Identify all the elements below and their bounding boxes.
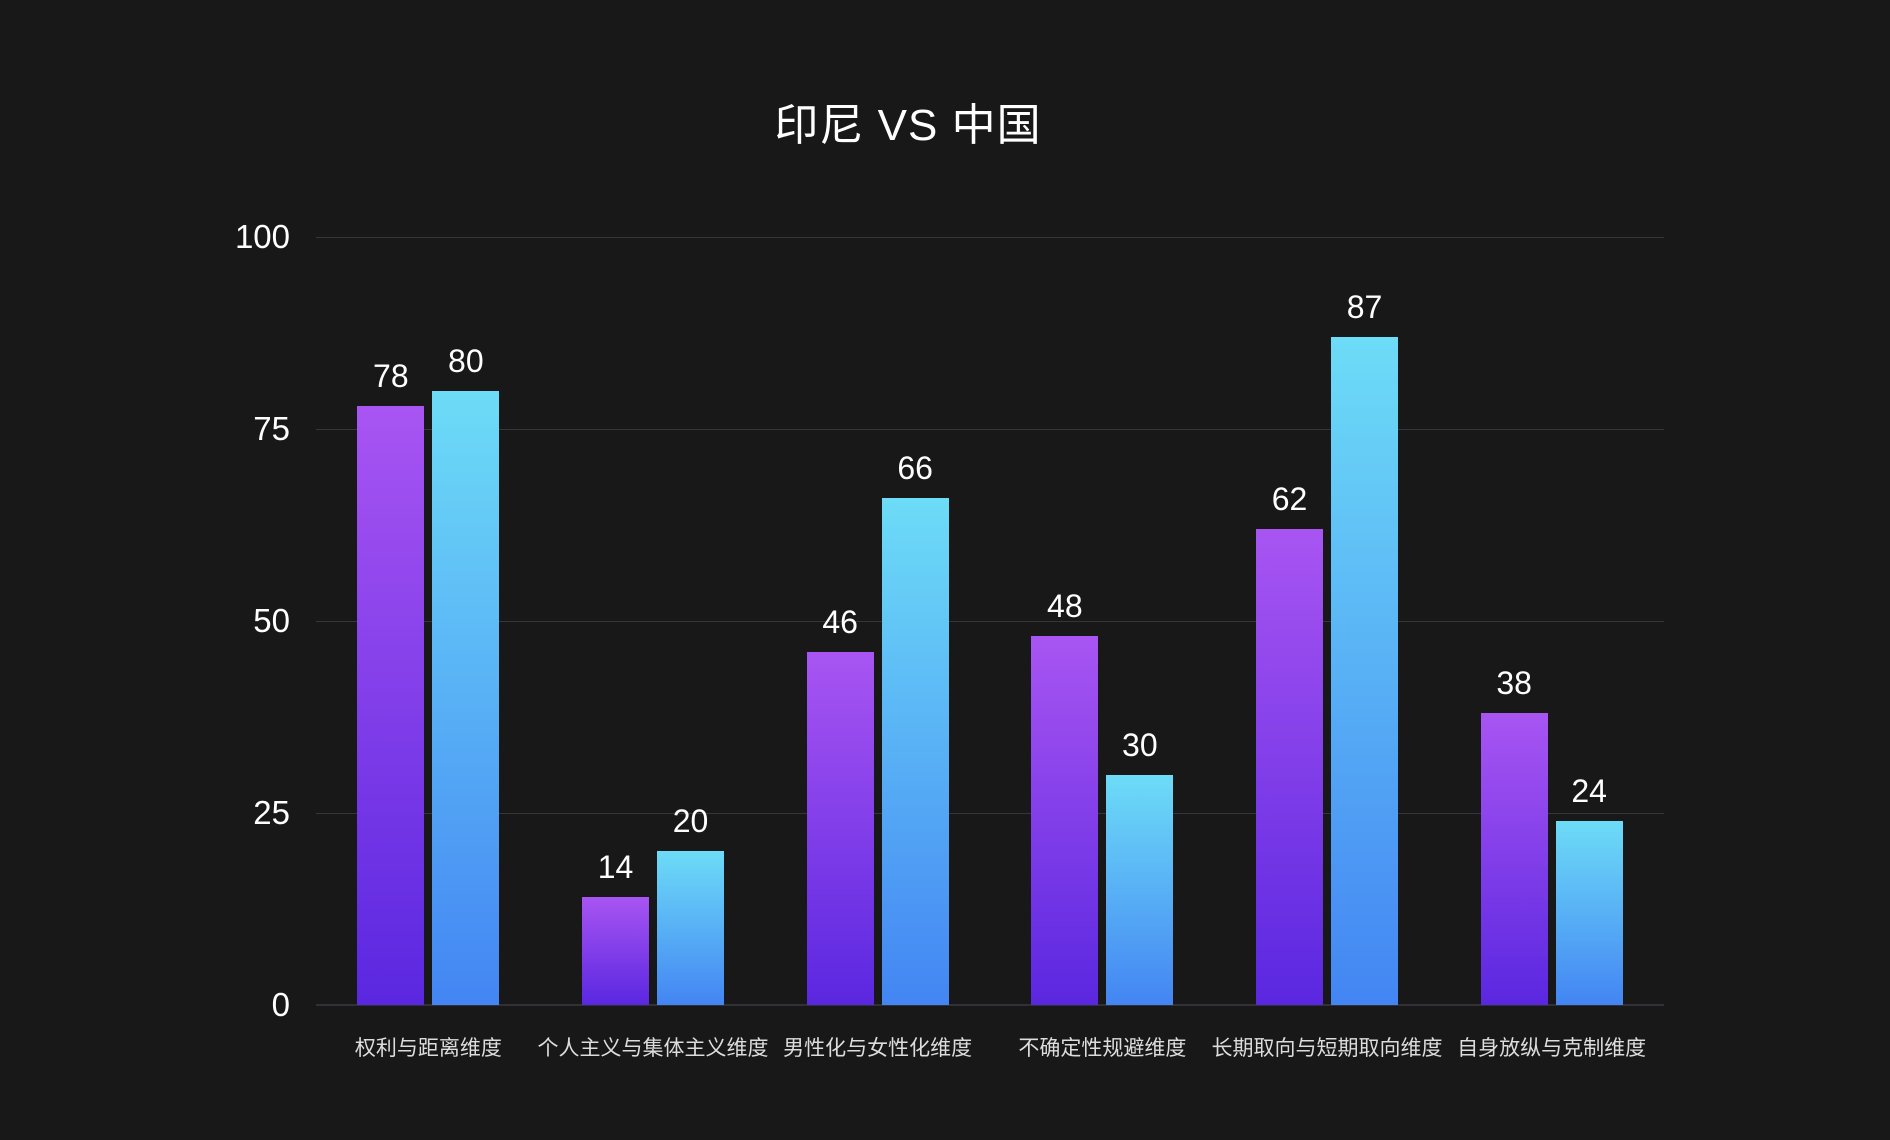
bar-中国-不确定性规避维度 <box>1106 774 1174 1005</box>
bar-印尼-长期取向与短期取向维度 <box>1256 528 1323 1005</box>
bar-中国-长期取向与短期取向维度 <box>1331 336 1398 1005</box>
bar-value-label: 30 <box>1122 726 1158 763</box>
bar-value-label: 78 <box>373 357 409 394</box>
x-axis-category-label: 自身放纵与克制维度 <box>1457 1037 1647 1060</box>
gridline <box>316 621 1664 622</box>
bar-印尼-个人主义与集体主义维度 <box>582 897 649 1005</box>
bar-中国-个人主义与集体主义维度 <box>657 851 724 1005</box>
bar-印尼-自身放纵与克制维度 <box>1480 713 1548 1005</box>
gridline <box>316 813 1664 814</box>
bar-中国-权利与距离维度 <box>432 390 500 1005</box>
y-axis-tick-label: 100 <box>234 218 290 255</box>
x-axis-category-label: 长期取向与短期取向维度 <box>1211 1037 1443 1060</box>
gridline <box>316 429 1664 430</box>
x-axis-category-label: 不确定性规避维度 <box>1018 1037 1187 1060</box>
x-axis-line <box>316 1004 1664 1006</box>
bar-value-label: 38 <box>1496 665 1532 702</box>
x-axis-category-label: 权利与距离维度 <box>354 1037 502 1060</box>
bar-value-label: 62 <box>1271 480 1308 517</box>
bar-印尼-权利与距离维度 <box>357 405 425 1005</box>
chart-title: 印尼 VS 中国 <box>774 101 1042 150</box>
bar-印尼-男性化与女性化维度 <box>806 651 874 1005</box>
bar-印尼-不确定性规避维度 <box>1031 636 1099 1005</box>
plot-area: 78 80 14 20 46 66 48 30 62 87 38 24 <box>316 237 1664 1006</box>
y-axis-tick-label: 50 <box>253 602 290 639</box>
bar-value-label: 48 <box>1047 588 1083 625</box>
bar-value-label: 87 <box>1346 288 1383 325</box>
y-axis-tick-label: 75 <box>253 410 290 447</box>
y-axis-tick-label: 0 <box>271 986 290 1023</box>
bar-value-label: 20 <box>672 803 709 840</box>
bar-中国-男性化与女性化维度 <box>881 498 949 1005</box>
x-axis-category-label: 个人主义与集体主义维度 <box>537 1037 769 1060</box>
gridline <box>316 237 1664 238</box>
bar-value-label: 80 <box>448 342 484 379</box>
bar-value-label: 66 <box>897 450 933 487</box>
y-axis-tick-label: 25 <box>253 794 290 831</box>
bar-value-label: 24 <box>1571 772 1607 809</box>
bar-value-label: 14 <box>597 849 634 886</box>
x-axis-category-label: 男性化与女性化维度 <box>783 1037 973 1060</box>
bar-中国-自身放纵与克制维度 <box>1555 820 1623 1005</box>
bar-value-label: 46 <box>822 603 858 640</box>
